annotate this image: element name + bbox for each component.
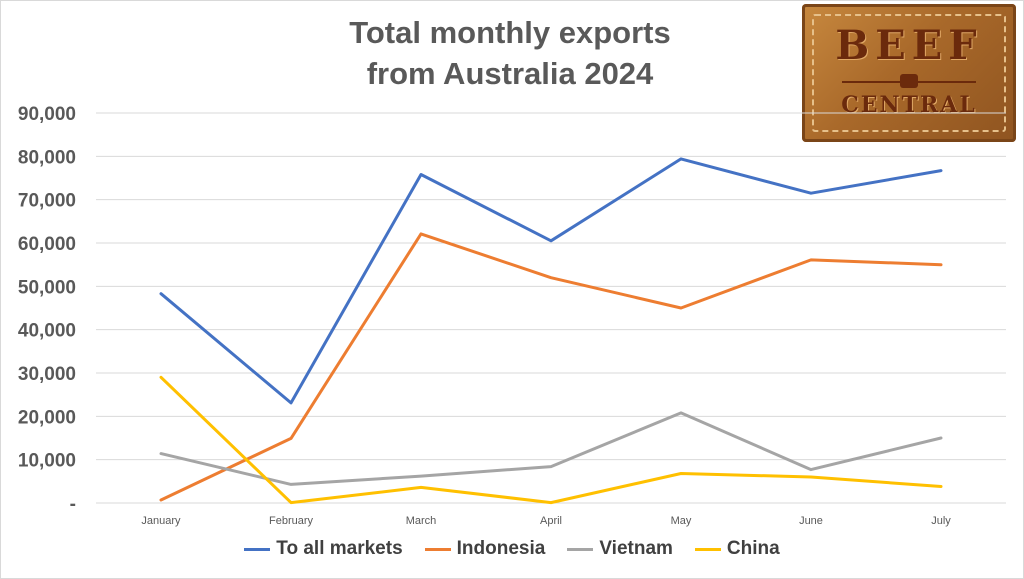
series-line-vietnam (159, 411, 943, 486)
y-tick-label: 50,000 (18, 277, 76, 298)
legend-swatch (694, 547, 721, 551)
legend-label: China (726, 538, 780, 559)
logo-stitching (812, 14, 1006, 132)
legend-item: China (694, 538, 780, 560)
legend-swatch (244, 547, 271, 551)
x-tick-label: April (540, 515, 562, 527)
legend-item: Vietnam (567, 538, 673, 560)
legend-swatch (424, 547, 451, 551)
x-tick-label: June (799, 515, 823, 527)
x-tick-label: January (141, 515, 181, 527)
chart-legend: To all markets Indonesia Vietnam China (0, 538, 1024, 560)
legend-label: To all markets (276, 538, 403, 559)
x-tick-label: July (931, 515, 951, 527)
chart-title-line1: Total monthly exports (349, 15, 671, 50)
legend-item: Indonesia (424, 538, 546, 560)
y-tick-label: 90,000 (18, 104, 76, 125)
series-line-china (159, 375, 943, 505)
x-axis-labels: January February March April May June July (141, 515, 951, 527)
y-tick-label: 40,000 (18, 321, 76, 342)
y-tick-label: 20,000 (18, 407, 76, 428)
chart-title-line2: from Australia 2024 (366, 56, 654, 91)
legend-label: Vietnam (599, 538, 673, 559)
series-line-indonesia (159, 232, 943, 502)
legend-item: To all markets (244, 538, 403, 560)
y-tick-label: 10,000 (18, 451, 76, 472)
y-axis-labels: - 10,000 20,000 30,000 40,000 50,000 60,000 70,… (18, 104, 76, 515)
legend-swatch (567, 547, 594, 551)
series-line-to-all-markets (159, 157, 943, 405)
x-tick-label: February (269, 515, 314, 527)
y-tick-label: 60,000 (18, 234, 76, 255)
x-tick-label: May (671, 515, 692, 527)
beef-central-logo: BEEF CENTRAL (802, 4, 1016, 142)
y-tick-label: 70,000 (18, 191, 76, 212)
logo-text-central: CENTRAL (841, 92, 977, 118)
y-tick-label: 80,000 (18, 147, 76, 168)
legend-label: Indonesia (456, 538, 546, 559)
y-tick-label: - (70, 494, 76, 515)
y-tick-label: 30,000 (18, 364, 76, 385)
x-tick-label: March (406, 515, 437, 527)
series-lines (159, 157, 943, 505)
logo-text-beef: BEEF (835, 22, 983, 69)
logo-emblem-icon (900, 74, 918, 88)
